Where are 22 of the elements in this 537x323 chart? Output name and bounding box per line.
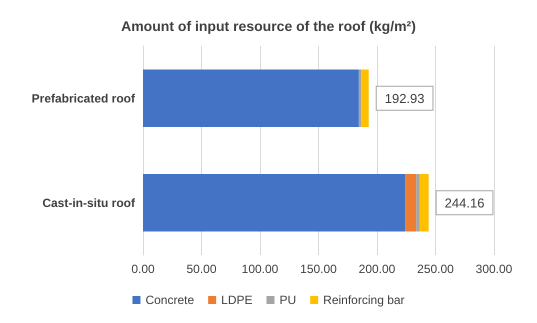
total-label: 244.16: [444, 195, 484, 210]
bar: [143, 174, 406, 232]
x-tick-label: 100.00: [242, 262, 279, 276]
legend-label: Concrete: [145, 293, 194, 307]
y-tick-label: Prefabricated roof: [32, 91, 136, 106]
bar: [420, 174, 429, 232]
x-tick-label: 50.00: [186, 262, 217, 276]
bar: [143, 70, 359, 127]
legend-label: Reinforcing bar: [323, 293, 405, 307]
x-tick-label: 250.00: [417, 262, 454, 276]
legend-label: PU: [279, 293, 296, 307]
total-label: 192.93: [384, 90, 424, 106]
y-tick-label: Cast-in-situ roof: [42, 196, 136, 210]
x-tick-label: 0.00: [131, 262, 155, 276]
legend-label: LDPE: [221, 293, 253, 307]
x-tick-label: 150.00: [300, 262, 338, 276]
bar: [361, 70, 369, 127]
x-tick-label: 300.00: [476, 262, 513, 276]
x-tick-label: 200.00: [358, 262, 396, 276]
bar: [416, 174, 420, 232]
chart-title: Amount of input resource of the roof (kg/m²): [121, 18, 416, 34]
bar: [405, 174, 416, 232]
